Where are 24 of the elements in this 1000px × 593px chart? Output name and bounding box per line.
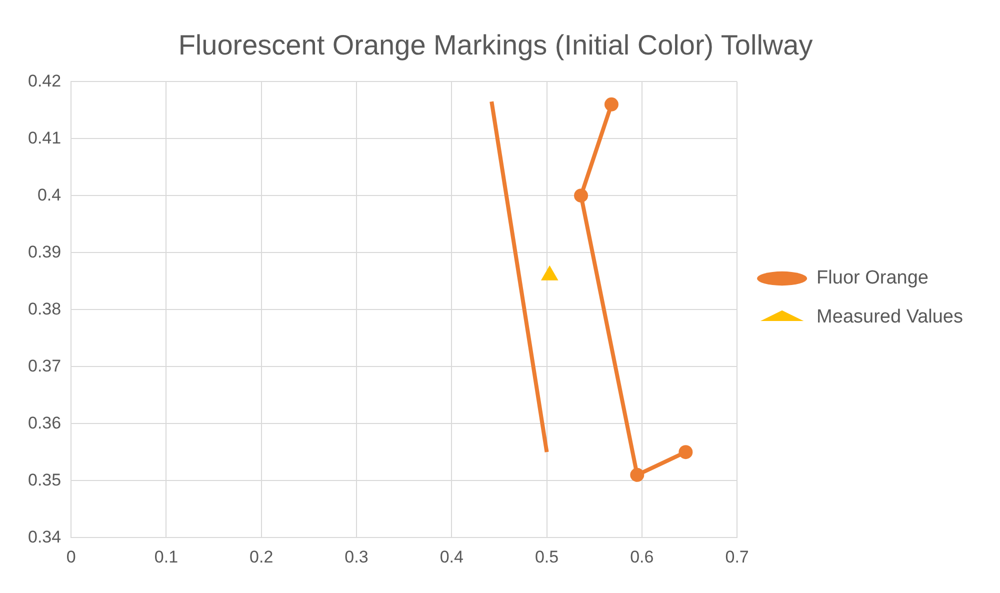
x-tick-label: 0.4 [440,547,464,566]
point [604,97,618,112]
x-tick-label: 0.1 [154,547,178,566]
chart-title: Fluorescent Orange Markings (Initial Color) Tollway [178,30,813,61]
y-tick-label: 0.41 [28,128,62,148]
x-tick-label: 0.5 [534,547,559,566]
point [574,188,588,203]
y-tick-label: 0.36 [28,413,62,432]
x-tick-label: 0.3 [344,547,368,566]
point [630,468,644,482]
point [678,445,693,460]
legend-label: Measured Values [816,306,963,328]
x-tick-label: 0 [66,547,76,566]
y-tick-label: 0.42 [28,71,62,90]
y-tick-label: 0.35 [28,470,62,490]
y-tick-label: 0.4 [37,185,62,204]
legend-label: Fluor Orange [816,268,928,289]
x-tick-label: 0.6 [630,547,654,566]
y-tick-label: 0.37 [28,356,62,376]
x-tick-label: 0.7 [725,547,749,566]
y-tick-label: 0.38 [28,299,62,318]
x-tick-label: 0.2 [250,547,274,566]
y-tick-label: 0.39 [28,242,62,262]
y-tick-label: 0.34 [28,527,62,546]
